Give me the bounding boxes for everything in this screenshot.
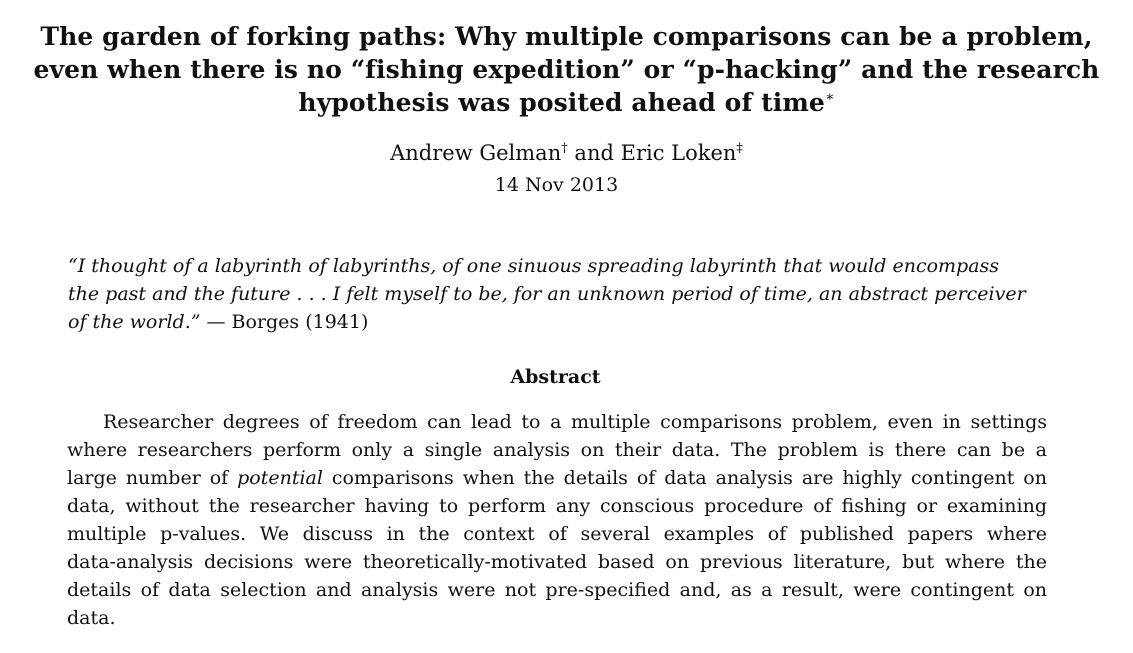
paper-title: The garden of forking paths: Why multipl… — [24, 20, 1109, 119]
epigraph-line-text: of the world.” — [68, 311, 201, 333]
author-footnote-mark: † — [561, 141, 568, 156]
abstract-line: data, without the researcher having to p… — [67, 495, 1047, 517]
abstract-emphasis: potential — [237, 467, 323, 489]
abstract-line: multiple p-values. We discuss in the con… — [67, 523, 1047, 545]
epigraph-line: the past and the future . . . I felt mys… — [68, 283, 1026, 305]
epigraph: “I thought of a labyrinth of labyrinths,… — [68, 252, 1048, 336]
epigraph-line: “I thought of a labyrinth of labyrinths,… — [68, 255, 1000, 277]
epigraph-attribution: — Borges (1941) — [206, 311, 369, 333]
author-name: Andrew Gelman — [390, 141, 562, 165]
author-name: Eric Loken — [620, 141, 737, 165]
publication-date: 14 Nov 2013 — [494, 174, 619, 196]
abstract-line-text: large number of — [67, 467, 229, 489]
author-list: Andrew Gelman† and Eric Loken‡ — [0, 139, 1133, 167]
abstract-line: where researchers perform only a single … — [67, 439, 1047, 461]
title-line-text: hypothesis was posited ahead of time — [298, 88, 825, 117]
abstract-line: data. — [67, 607, 116, 629]
abstract-heading: Abstract — [510, 366, 601, 388]
epigraph-line: of the world.” — Borges (1941) — [68, 308, 1048, 336]
abstract-line: Researcher degrees of freedom can lead t… — [103, 411, 1047, 433]
abstract-line-text: comparisons when the details of data ana… — [331, 467, 1047, 489]
author-joiner: and — [574, 141, 614, 165]
abstract-body: Researcher degrees of freedom can lead t… — [67, 408, 1047, 632]
author-footnote-mark: ‡ — [736, 141, 743, 156]
title-line: even when there is no “fishing expeditio… — [33, 55, 1100, 84]
abstract-line: large number of potential comparisons wh… — [67, 464, 1047, 492]
title-line: The garden of forking paths: Why multipl… — [40, 22, 1093, 51]
title-line: hypothesis was posited ahead of time∗ — [24, 86, 1109, 119]
title-footnote-mark: ∗ — [824, 89, 835, 105]
abstract-line: data-analysis decisions were theoretical… — [67, 551, 1047, 573]
abstract-line: details of data selection and analysis w… — [67, 579, 1047, 601]
